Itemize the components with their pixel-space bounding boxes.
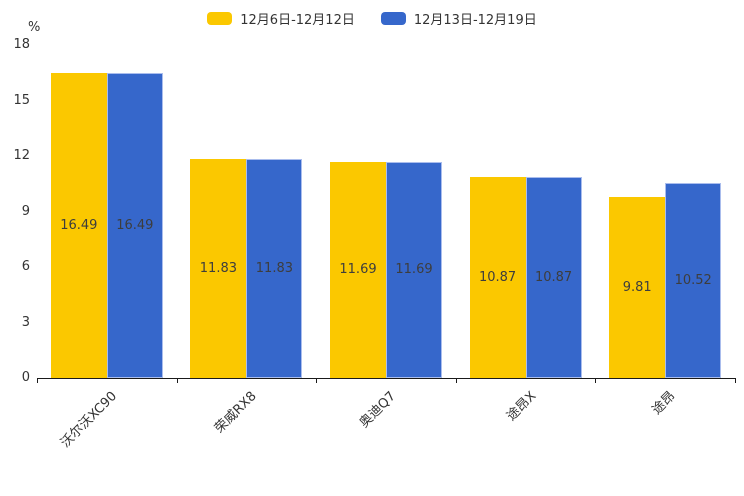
- bar-value-label: 10.52: [674, 273, 712, 289]
- x-axis-tick-mark: [455, 378, 457, 383]
- x-axis-category-label: 途昂X: [503, 388, 540, 425]
- y-axis-tick-label: 0: [21, 370, 30, 385]
- legend-item[interactable]: 12月13日-12月19日: [380, 9, 537, 28]
- x-axis-tick-mark: [176, 378, 178, 383]
- y-axis-tick-label: 18: [13, 37, 30, 52]
- y-axis-tick-label: 15: [13, 92, 30, 108]
- bar: 16.49: [106, 72, 163, 378]
- bar-value-label: 16.49: [60, 217, 98, 233]
- bar-value-label: 11.83: [255, 261, 293, 277]
- y-axis-tick-label: 6: [21, 259, 30, 274]
- bar-value-label: 9.81: [622, 279, 652, 295]
- bar-value-label: 16.49: [116, 217, 154, 233]
- x-axis-tick-mark: [37, 378, 38, 383]
- bar: 11.69: [386, 161, 442, 378]
- x-axis-line: [37, 378, 735, 379]
- legend-label: 12月13日-12月19日: [413, 12, 537, 28]
- legend-swatch-icon: [207, 11, 233, 25]
- x-axis-category-label: 荣威RX8: [212, 388, 260, 437]
- bar-value-label: 11.83: [199, 261, 237, 277]
- legend-item[interactable]: 12月6日-12月12日: [207, 9, 355, 28]
- y-axis-tick-label: 9: [21, 203, 30, 219]
- bar-value-label: 11.69: [395, 262, 433, 278]
- y-axis-unit-label: %: [28, 20, 41, 35]
- bar: 10.87: [525, 176, 582, 378]
- y-axis-tick-label: 12: [13, 148, 30, 163]
- bar: 16.49: [50, 72, 107, 378]
- x-axis-tick-mark: [735, 378, 736, 383]
- x-axis-category-label: 奥迪Q7: [357, 388, 400, 431]
- bar: 9.81: [609, 196, 666, 378]
- bar: 11.83: [190, 159, 247, 378]
- bar: 10.87: [469, 176, 526, 378]
- bar: 11.69: [330, 161, 386, 378]
- legend-swatch-icon: [380, 11, 406, 25]
- x-axis-tick-mark: [316, 378, 318, 383]
- x-axis-category-label: 沃尔沃XC90: [58, 388, 121, 451]
- y-axis-tick-label: 3: [21, 314, 30, 330]
- chart-legend: 12月6日-12月12日 12月13日-12月19日: [0, 8, 744, 28]
- bar: 11.83: [246, 159, 303, 378]
- bar-value-label: 10.87: [478, 269, 517, 285]
- bar: 10.52: [665, 183, 722, 378]
- x-axis-category-label: 途昂: [649, 388, 679, 418]
- bar-value-label: 10.87: [534, 269, 573, 285]
- bar-value-label: 11.69: [339, 262, 377, 278]
- legend-label: 12月6日-12月12日: [240, 12, 355, 28]
- x-axis-tick-mark: [595, 378, 597, 383]
